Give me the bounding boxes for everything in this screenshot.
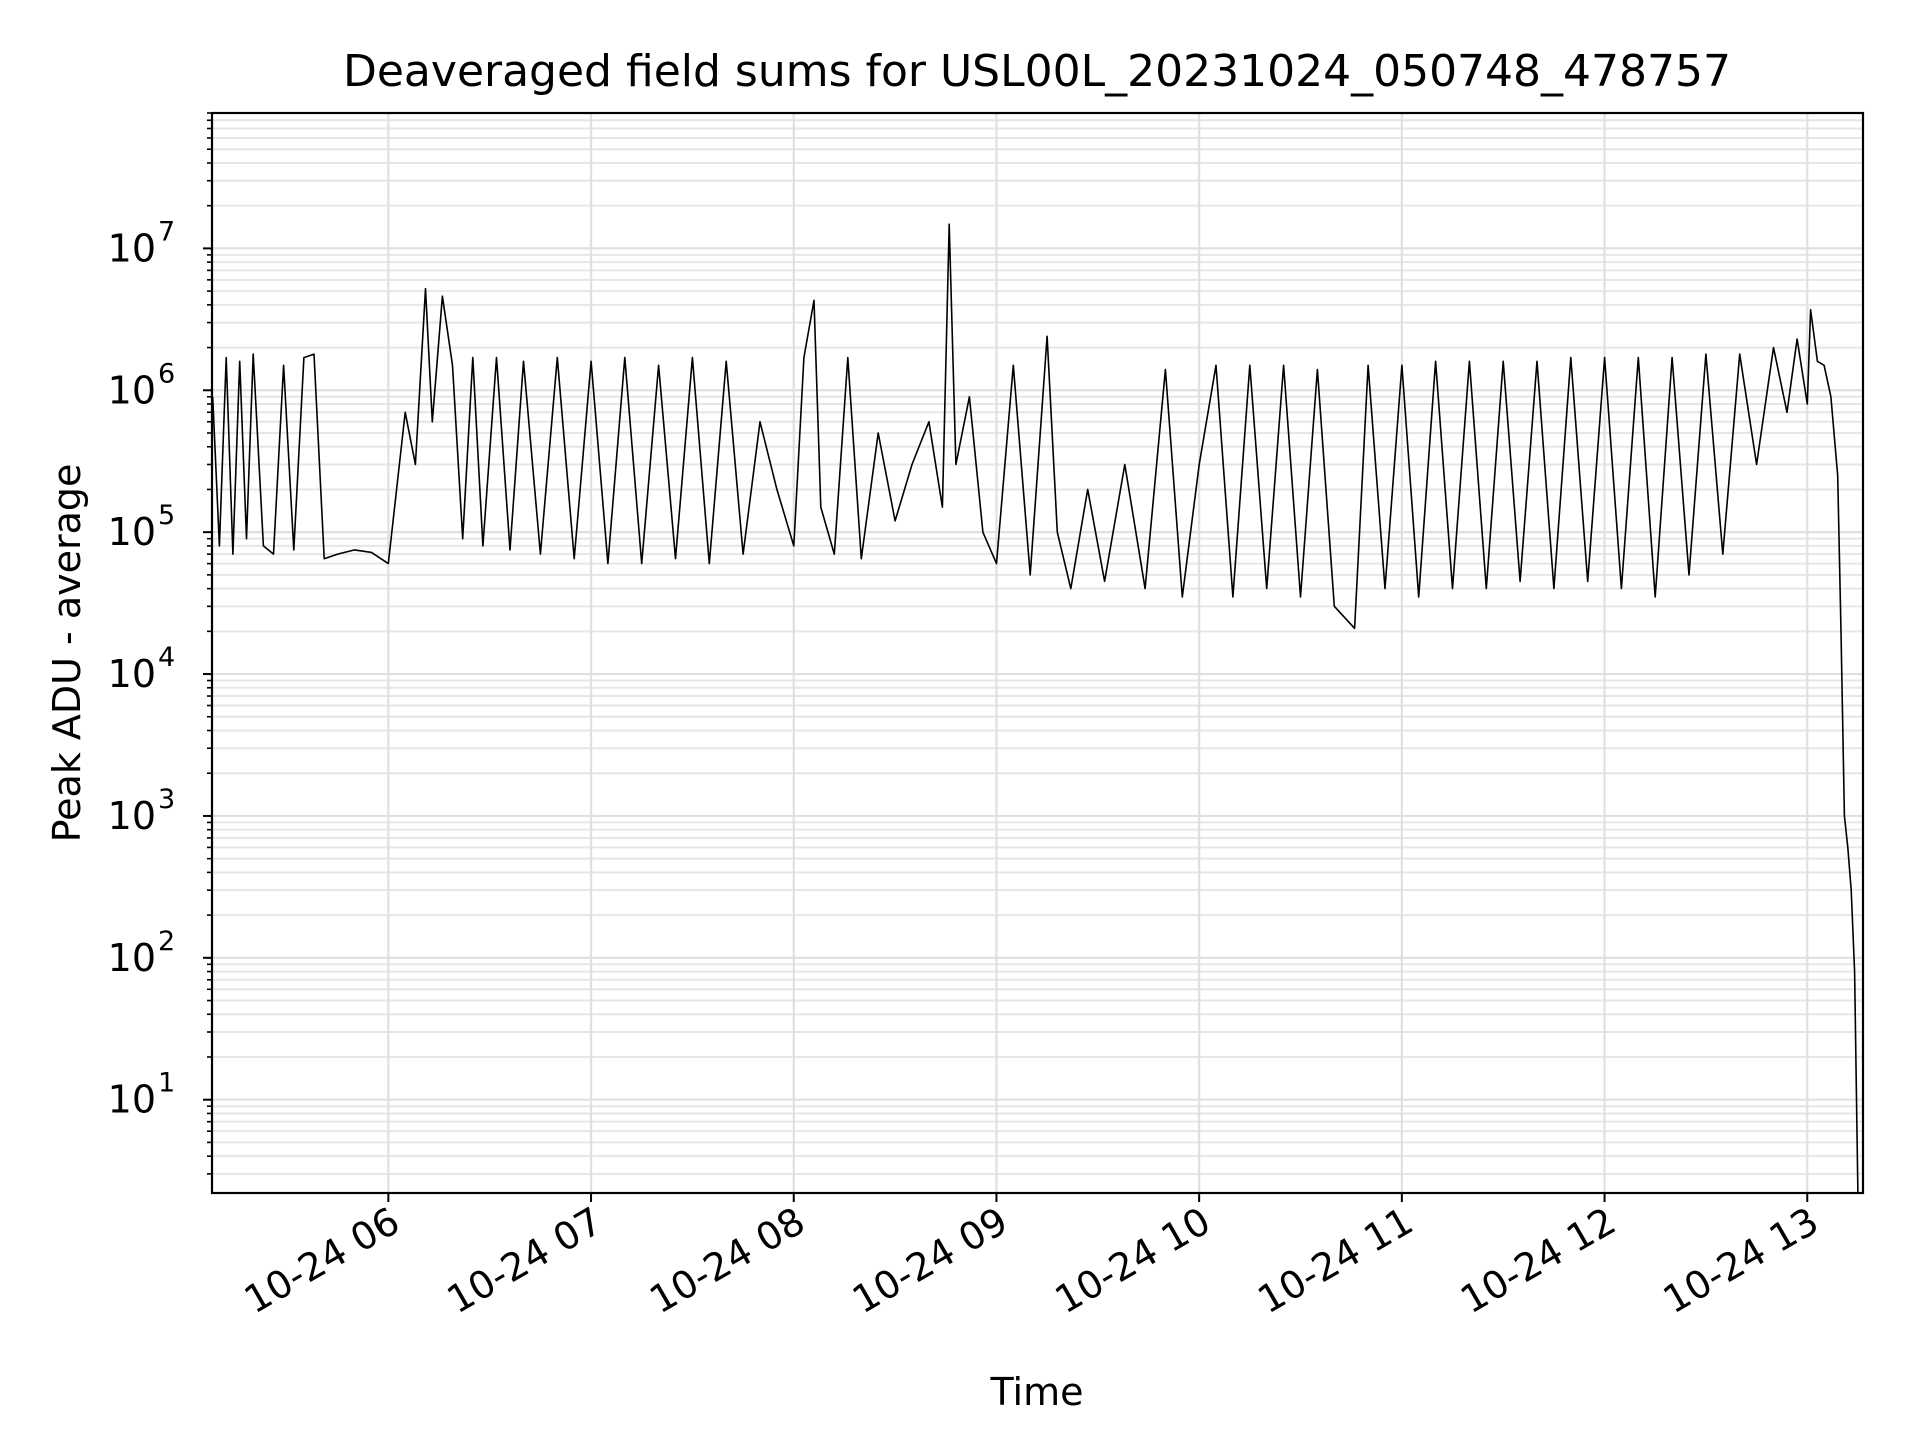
- y-tick-exponent: 5: [158, 500, 175, 531]
- y-tick-exponent: 3: [158, 784, 175, 815]
- x-tick-label: 10-24 10: [1048, 1199, 1218, 1323]
- y-tick-exponent: 7: [158, 216, 175, 247]
- x-tick-label: 10-24 06: [237, 1199, 407, 1323]
- series-layer: [211, 223, 1859, 1194]
- x-tick-label: 10-24 07: [440, 1199, 610, 1323]
- grid-major: [212, 113, 1863, 1193]
- x-tick-label: 10-24 09: [845, 1199, 1015, 1323]
- series-line: [211, 223, 1859, 1194]
- y-tick-label: 10: [108, 1078, 156, 1122]
- y-tick-label: 10: [108, 368, 156, 412]
- plot-background: [212, 113, 1863, 1193]
- chart-title: Deaveraged field sums for USL00L_2023102…: [343, 46, 1731, 97]
- x-axis-label: Time: [990, 1370, 1084, 1414]
- y-tick-label: 10: [108, 936, 156, 980]
- x-tick-label: 10-24 11: [1250, 1199, 1420, 1323]
- plot-frame: [210, 111, 1865, 1195]
- y-tick-exponent: 4: [158, 642, 175, 673]
- x-tick-label: 10-24 13: [1656, 1199, 1826, 1323]
- y-tick-exponent: 2: [158, 926, 175, 957]
- y-tick-label: 10: [108, 794, 156, 838]
- y-tick-label: 10: [108, 510, 156, 554]
- grid-minor: [212, 112, 1863, 1175]
- x-tick-label: 10-24 08: [642, 1199, 812, 1323]
- y-axis-label: Peak ADU - average: [45, 464, 89, 843]
- y-tick-exponent: 1: [158, 1068, 175, 1099]
- y-tick-label: 10: [108, 226, 156, 270]
- y-tick-label: 10: [108, 652, 156, 696]
- x-tick-label: 10-24 12: [1453, 1199, 1623, 1323]
- y-tick-exponent: 6: [158, 358, 175, 389]
